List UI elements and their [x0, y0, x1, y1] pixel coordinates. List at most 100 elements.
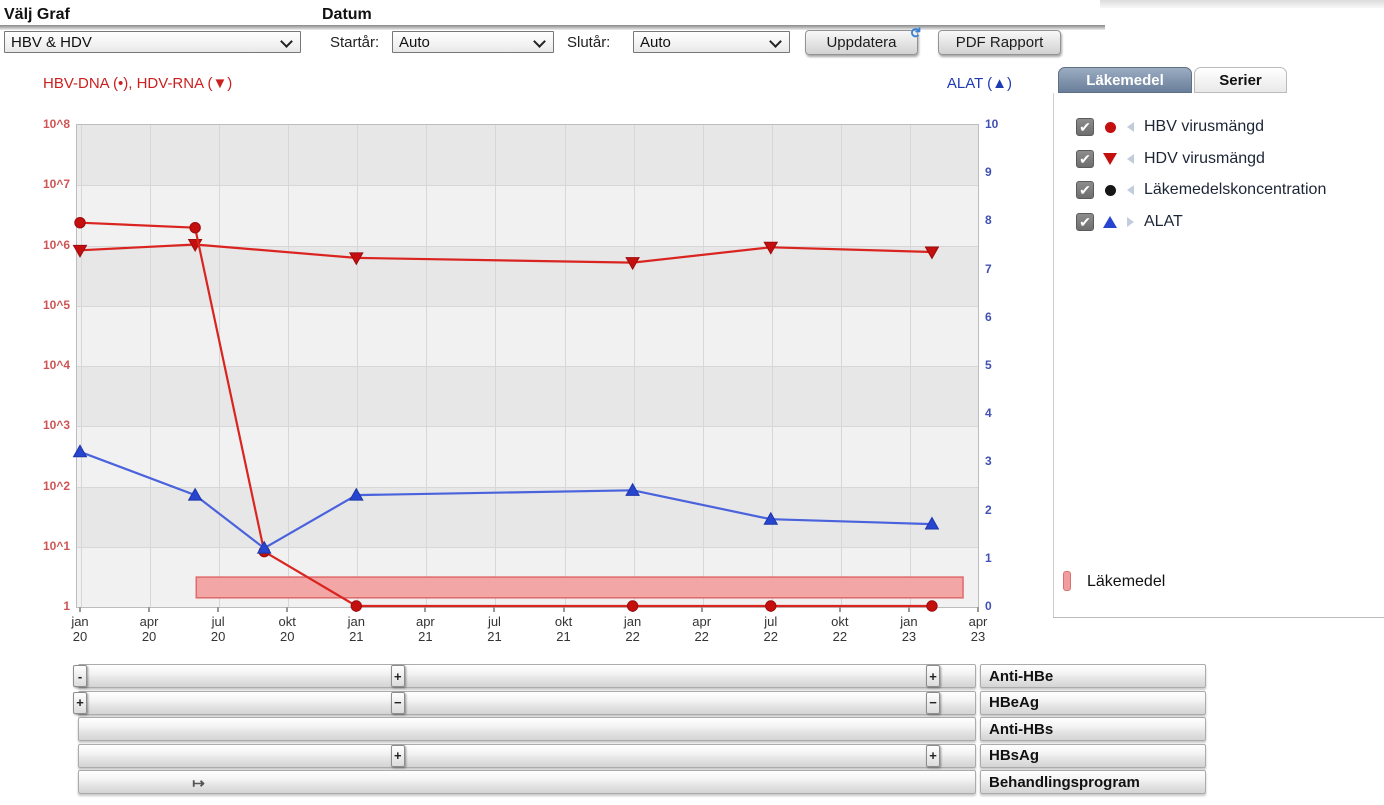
legend-label: HBV virusmängd [1144, 118, 1265, 135]
y-right-tick-label: 1 [985, 550, 992, 565]
y-left-tick-label: 1 [63, 599, 70, 613]
end-year-select[interactable]: Auto [633, 31, 790, 53]
date-section-label: Datum [322, 6, 372, 23]
x-tick-label: jul 22 [763, 614, 778, 644]
track-result-marker[interactable]: + [926, 744, 941, 767]
chevron-down-icon [280, 35, 293, 48]
plot-band [77, 185, 978, 246]
legend-label: ALAT [1144, 212, 1183, 230]
legend-item-hbv-virusm-ngd[interactable]: ✔ HBV virusmängd [1076, 116, 1264, 138]
x-tick [838, 607, 841, 612]
plot-band [77, 426, 978, 487]
track-result-marker[interactable]: + [73, 691, 87, 714]
circle-symbol-icon [1104, 184, 1116, 196]
y-right-tick-label: 6 [985, 309, 992, 324]
x-tick [424, 607, 427, 612]
tab-lakemedel-label: Läkemedel [1086, 71, 1164, 89]
series-symbol [1103, 121, 1117, 133]
y-right-tick-label: 3 [985, 454, 992, 469]
track-result-marker[interactable]: + [390, 665, 405, 687]
h-gridline [77, 486, 978, 488]
start-year-select[interactable]: Auto [392, 31, 554, 53]
x-tick [700, 607, 703, 612]
y-left-tick-label: 10^6 [42, 237, 70, 252]
x-tick [631, 607, 634, 612]
track-bar-hbsag[interactable] [78, 743, 976, 768]
expander-left-icon[interactable] [1127, 153, 1134, 164]
x-tick-label: jan 20 [71, 614, 89, 644]
panel-border [1053, 93, 1054, 617]
checkbox-checked[interactable]: ✔ [1076, 181, 1094, 199]
legend-item-alat[interactable]: ✔ ALAT [1076, 211, 1183, 233]
circle-symbol-icon [1104, 121, 1116, 133]
end-year-value: Auto [640, 33, 671, 51]
lakemedel-band-swatch [1063, 571, 1071, 591]
plot-area [76, 124, 979, 608]
x-tick-label: apr 20 [139, 614, 159, 644]
legend-label: HDV virusmängd [1144, 149, 1265, 167]
expander-right-icon[interactable] [1127, 216, 1134, 227]
y-left-tick-label: 10^8 [42, 117, 70, 131]
track-label-anti-hbe: Anti-HBe [980, 664, 1206, 688]
triangle-up-symbol-icon [1103, 215, 1117, 228]
track-bar-anti-hbs[interactable] [78, 717, 976, 741]
y-right-tick-label: 7 [985, 261, 992, 276]
track-result-marker[interactable]: − [390, 691, 405, 714]
x-tick-label: jan 21 [347, 614, 365, 644]
left-axis-title: HBV-DNA (•), HDV-RNA (▼) [43, 75, 233, 92]
checkbox-checked[interactable]: ✔ [1076, 118, 1094, 136]
v-gridline [426, 125, 428, 607]
checkbox-checked[interactable]: ✔ [1076, 212, 1094, 231]
v-gridline [564, 125, 566, 607]
track-result-marker[interactable]: + [390, 744, 405, 767]
track-result-marker[interactable]: − [926, 691, 941, 714]
v-gridline [81, 125, 82, 607]
y-left-tick-label: 10^5 [42, 297, 70, 312]
track-bar-hbeag[interactable] [78, 690, 976, 715]
pdf-report-button-label: PDF Rapport [955, 34, 1044, 51]
track-bar-anti-hbe[interactable] [78, 664, 976, 688]
legend-item-hdv-virusm-ngd[interactable]: ✔ HDV virusmängd [1076, 148, 1265, 170]
y-right-tick-label: 4 [985, 406, 992, 421]
x-tick-label: apr 23 [968, 614, 988, 644]
plot-band [77, 546, 978, 607]
lakemedel-band-label: Läkemedel [1087, 573, 1166, 590]
graph-select-value: HBV & HDV [11, 33, 92, 51]
pdf-report-button[interactable]: PDF Rapport [938, 30, 1061, 55]
plot-band [77, 125, 978, 186]
track-result-marker[interactable]: + [926, 665, 941, 687]
track-bar-behandlingsprogram[interactable] [78, 770, 976, 794]
panel-border [1053, 617, 1384, 618]
legend-item-l-kemedelskoncentration[interactable]: ✔ Läkemedelskoncentration [1076, 179, 1326, 201]
x-tick [562, 607, 565, 612]
y-left-tick-label: 10^3 [42, 418, 70, 433]
v-gridline [909, 125, 911, 607]
y-right-tick-label: 9 [985, 165, 992, 180]
y-left-tick-label: 10^7 [42, 177, 70, 192]
checkbox-checked[interactable]: ✔ [1076, 149, 1094, 168]
series-symbol [1103, 215, 1117, 228]
v-gridline [771, 125, 773, 607]
tab-serier[interactable]: Serier [1194, 67, 1287, 93]
series-symbol [1103, 184, 1117, 196]
x-tick [977, 607, 979, 612]
legend-label: Läkemedelskoncentration [1144, 181, 1327, 198]
graph-select[interactable]: HBV & HDV [4, 31, 301, 53]
expander-left-icon[interactable] [1127, 122, 1134, 132]
h-gridline [77, 426, 978, 428]
x-tick-label: jul 20 [210, 614, 226, 644]
plot-band [77, 305, 978, 366]
h-gridline [77, 245, 978, 247]
y-right-tick-label: 0 [985, 599, 992, 613]
y-left-tick-label: 10^4 [42, 358, 70, 372]
y-left-tick-label: 10^2 [42, 478, 70, 493]
update-button[interactable]: Uppdatera ↻ [805, 27, 924, 55]
y-right-tick-label: 8 [985, 213, 992, 228]
h-gridline [77, 546, 978, 548]
track-result-marker[interactable]: - [73, 665, 87, 687]
treatment-start-arrow-icon[interactable]: ↦ [192, 774, 205, 792]
chevron-down-icon [769, 35, 782, 48]
tab-lakemedel[interactable]: Läkemedel [1058, 67, 1192, 93]
expander-left-icon[interactable] [1127, 185, 1134, 195]
